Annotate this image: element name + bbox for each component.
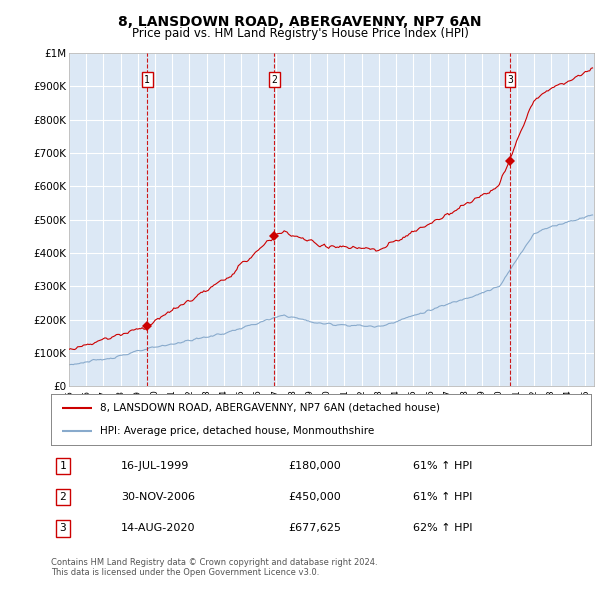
Text: 2: 2 bbox=[59, 492, 66, 502]
Text: 61% ↑ HPI: 61% ↑ HPI bbox=[413, 461, 472, 471]
Text: 2: 2 bbox=[271, 75, 277, 85]
Text: 30-NOV-2006: 30-NOV-2006 bbox=[121, 492, 195, 502]
Text: £677,625: £677,625 bbox=[289, 523, 341, 533]
Text: Price paid vs. HM Land Registry's House Price Index (HPI): Price paid vs. HM Land Registry's House … bbox=[131, 27, 469, 40]
Text: 8, LANSDOWN ROAD, ABERGAVENNY, NP7 6AN: 8, LANSDOWN ROAD, ABERGAVENNY, NP7 6AN bbox=[118, 15, 482, 29]
Text: £180,000: £180,000 bbox=[289, 461, 341, 471]
Text: 1: 1 bbox=[59, 461, 66, 471]
Text: £450,000: £450,000 bbox=[289, 492, 341, 502]
Text: Contains HM Land Registry data © Crown copyright and database right 2024.: Contains HM Land Registry data © Crown c… bbox=[51, 558, 377, 566]
Text: 61% ↑ HPI: 61% ↑ HPI bbox=[413, 492, 472, 502]
Text: This data is licensed under the Open Government Licence v3.0.: This data is licensed under the Open Gov… bbox=[51, 568, 319, 576]
Text: 1: 1 bbox=[144, 75, 150, 85]
Text: HPI: Average price, detached house, Monmouthshire: HPI: Average price, detached house, Monm… bbox=[100, 427, 374, 437]
Text: 3: 3 bbox=[59, 523, 66, 533]
Text: 8, LANSDOWN ROAD, ABERGAVENNY, NP7 6AN (detached house): 8, LANSDOWN ROAD, ABERGAVENNY, NP7 6AN (… bbox=[100, 402, 440, 412]
Text: 14-AUG-2020: 14-AUG-2020 bbox=[121, 523, 196, 533]
Text: 16-JUL-1999: 16-JUL-1999 bbox=[121, 461, 190, 471]
Text: 3: 3 bbox=[507, 75, 513, 85]
Text: 62% ↑ HPI: 62% ↑ HPI bbox=[413, 523, 472, 533]
